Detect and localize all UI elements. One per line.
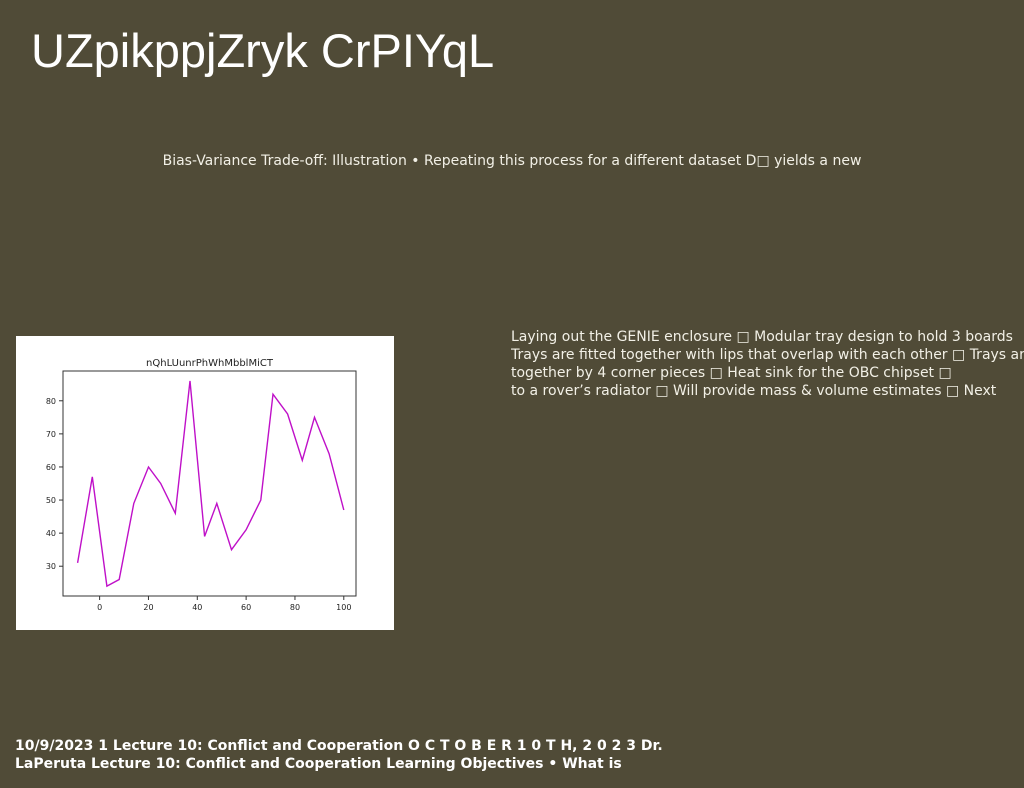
x-tick-label: 80 (290, 603, 300, 612)
footer-line: LaPeruta Lecture 10: Conflict and Cooper… (15, 756, 622, 772)
y-tick-label: 50 (46, 496, 56, 505)
y-tick-label: 60 (46, 463, 56, 472)
footer-line: 10/9/2023 1 Lecture 10: Conflict and Coo… (15, 738, 663, 754)
x-tick-label: 20 (143, 603, 153, 612)
body-text: Laying out the GENIE enclosure □ Modular… (511, 328, 1024, 400)
body-line: Trays are fitted together with lips that… (511, 347, 1024, 363)
body-line: to a rover’s radiator □ Will provide mas… (511, 383, 997, 399)
slide-subtitle: Bias-Variance Trade-off: Illustration • … (162, 153, 862, 169)
y-tick-label: 40 (46, 529, 56, 538)
series-line (76, 380, 345, 588)
footer: 10/9/2023 1 Lecture 10: Conflict and Coo… (15, 737, 1015, 773)
slide-title: UZpikppjZryk CrPIYqL (31, 24, 495, 77)
y-tick-label: 80 (46, 397, 56, 406)
x-tick-label: 60 (241, 603, 251, 612)
plot-frame (62, 370, 357, 597)
y-tick-label: 30 (46, 562, 56, 571)
x-tick-label: 100 (336, 603, 351, 612)
line-chart: nQhLUunrPhWhMbblMiCT 0 20 40 60 80 100 30 40 50 60… (46, 358, 357, 612)
chart-panel: nQhLUunrPhWhMbblMiCT 0 20 40 60 80 100 30 40 50 60… (16, 336, 394, 630)
y-tick-label: 70 (46, 430, 56, 439)
x-tick-label: 40 (192, 603, 202, 612)
x-tick-label: 0 (97, 603, 102, 612)
chart-title: nQhLUunrPhWhMbblMiCT (146, 358, 274, 369)
body-line: together by 4 corner pieces □ Heat sink … (511, 365, 952, 381)
body-line: Laying out the GENIE enclosure □ Modular… (511, 329, 1013, 345)
